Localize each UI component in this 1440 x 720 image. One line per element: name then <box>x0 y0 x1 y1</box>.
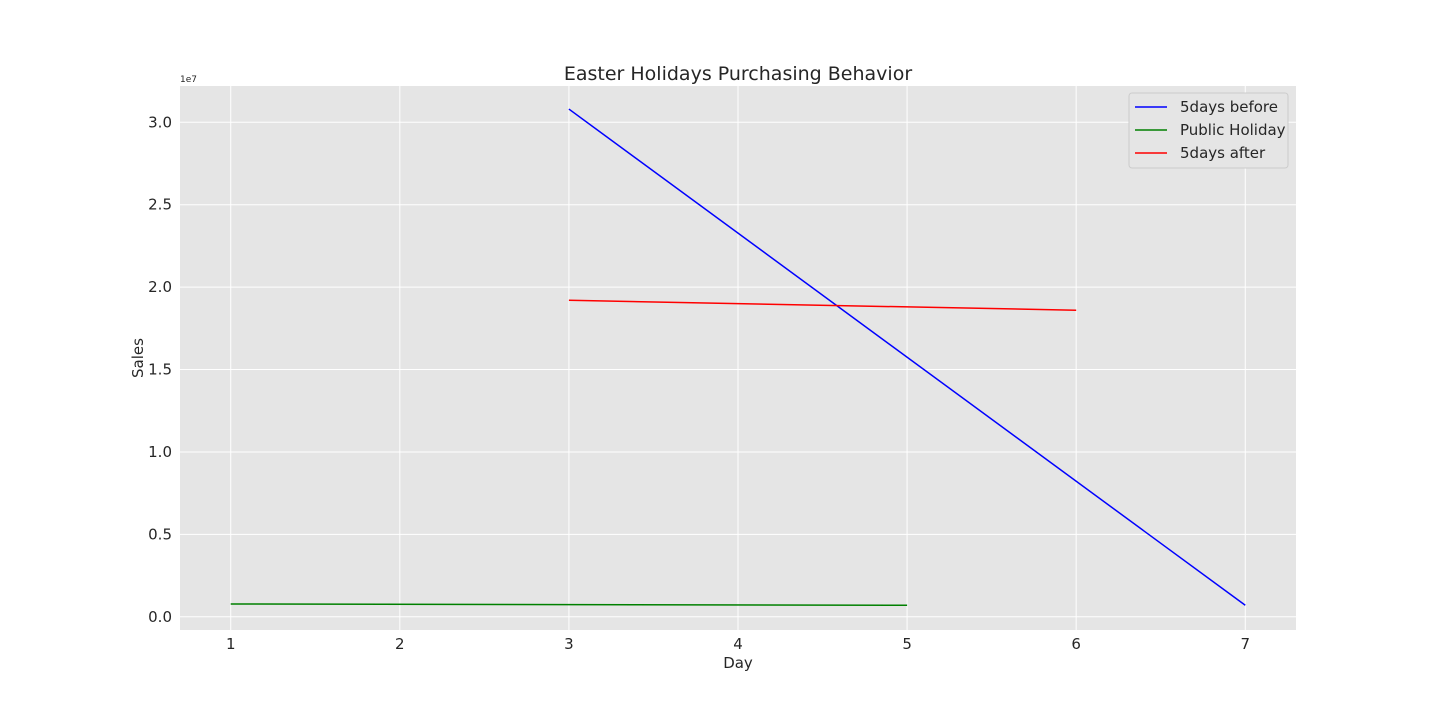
y-tick-label: 1.0 <box>148 443 172 461</box>
y-axis-label: Sales <box>129 338 147 378</box>
legend-label: 5days after <box>1180 144 1266 162</box>
x-tick-label: 5 <box>902 635 912 653</box>
y-axis-ticks: 0.0 0.5 1.0 1.5 2.0 2.5 3.0 <box>148 113 172 626</box>
x-axis-label: Day <box>723 654 753 672</box>
y-tick-label: 0.0 <box>148 608 172 626</box>
chart-title: Easter Holidays Purchasing Behavior <box>564 63 912 85</box>
legend-label: 5days before <box>1180 98 1278 116</box>
series-lines <box>230 108 1246 607</box>
y-tick-label: 1.5 <box>148 361 172 379</box>
x-tick-label: 4 <box>733 635 743 653</box>
x-tick-label: 6 <box>1071 635 1081 653</box>
y-axis-offset-label: 1e7 <box>180 75 197 85</box>
legend-items: 5days before Public Holiday 5days after <box>1135 98 1286 162</box>
y-tick-label: 2.0 <box>148 278 172 296</box>
x-tick-label: 3 <box>564 635 574 653</box>
x-tick-label: 7 <box>1240 635 1250 653</box>
series-line-2 <box>230 603 908 607</box>
series-line-1 <box>568 108 1246 606</box>
grid <box>180 86 1296 630</box>
x-axis-ticks: 1 2 3 4 5 6 7 <box>226 635 1250 653</box>
legend: 5days before Public Holiday 5days after <box>1128 92 1289 169</box>
y-tick-label: 2.5 <box>148 196 172 214</box>
y-tick-label: 3.0 <box>148 113 172 131</box>
legend-label: Public Holiday <box>1180 121 1286 139</box>
y-tick-label: 0.5 <box>148 525 172 543</box>
x-tick-label: 2 <box>395 635 405 653</box>
legend-box <box>1128 92 1289 169</box>
series-line-3 <box>568 299 1077 311</box>
x-tick-label: 1 <box>226 635 236 653</box>
